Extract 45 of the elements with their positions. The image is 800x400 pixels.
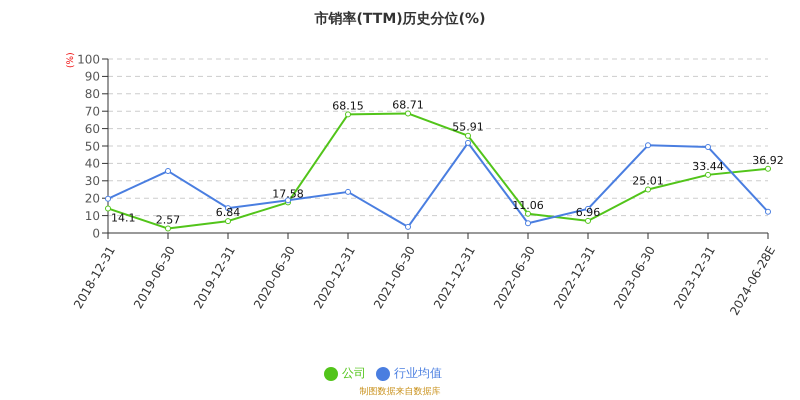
point xyxy=(345,188,351,195)
point xyxy=(765,166,771,172)
y-tick-label: 40 xyxy=(84,156,100,171)
point xyxy=(345,111,351,118)
point xyxy=(705,144,711,150)
point xyxy=(585,218,591,224)
data-label: 6.84 xyxy=(216,206,240,220)
y-tick-label: 100 xyxy=(77,52,100,66)
legend-label: 公司 xyxy=(342,366,366,380)
y-tick-label: 70 xyxy=(84,104,100,118)
y-tick-label: 90 xyxy=(84,70,100,84)
point xyxy=(105,196,111,202)
point xyxy=(705,172,711,178)
legend-label: 行业均值 xyxy=(394,366,442,380)
y-tick-label: 20 xyxy=(84,191,100,206)
y-tick-label: 10 xyxy=(84,208,100,223)
point xyxy=(465,140,471,146)
data-label: 14.1 xyxy=(111,211,136,224)
data-label: 68.71 xyxy=(392,98,424,112)
data-label: 55.91 xyxy=(452,120,484,134)
point xyxy=(225,218,231,224)
data-label: 25.01 xyxy=(632,174,664,188)
data-label: 2.57 xyxy=(156,214,180,227)
point xyxy=(165,226,171,232)
data-label: 33.44 xyxy=(692,160,724,173)
data-label: 68.15 xyxy=(332,99,364,112)
y-tick-label: 0 xyxy=(92,226,100,240)
point xyxy=(765,208,771,215)
point xyxy=(165,168,171,174)
point xyxy=(405,224,411,230)
chart-title: 市销率(TTM)历史分位(%) xyxy=(314,10,486,28)
text: 制图数据来自数据库 xyxy=(358,386,442,398)
point xyxy=(645,142,651,148)
point xyxy=(525,220,531,226)
point xyxy=(645,186,651,192)
data-label: 36.92 xyxy=(752,154,784,167)
point xyxy=(465,132,471,139)
y-tick-label: 50 xyxy=(84,139,100,154)
y-axis-title: (%) xyxy=(66,52,76,68)
point xyxy=(105,205,111,212)
point xyxy=(405,110,411,116)
point xyxy=(525,210,531,217)
y-tick-label: 60 xyxy=(84,122,100,136)
y-tick-label: 30 xyxy=(84,174,100,188)
y-tick-label: 80 xyxy=(84,87,100,102)
